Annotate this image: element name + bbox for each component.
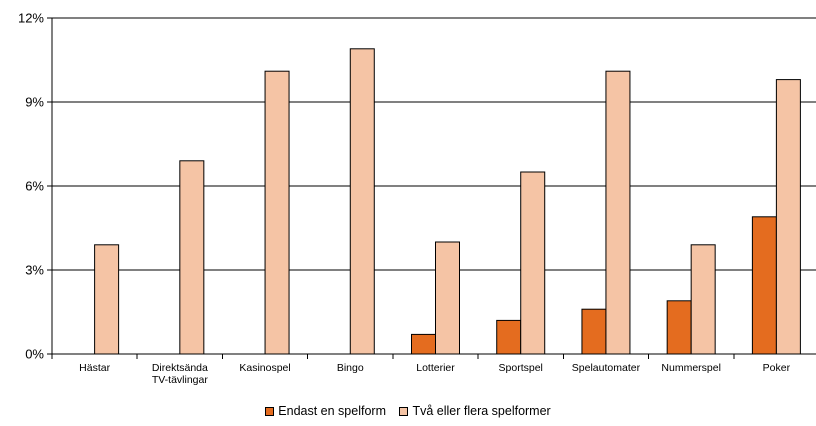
x-category-label: Bingo (337, 362, 364, 374)
x-category-label: Nummerspel (661, 362, 721, 374)
bar-series-2 (775, 79, 801, 355)
bar-series-1 (411, 333, 436, 355)
y-tick-label: 3% (25, 263, 44, 278)
x-category-label: Sportspel (499, 362, 543, 374)
bar-series-2 (179, 160, 205, 355)
bar-series-1 (666, 300, 692, 355)
legend-swatch-series-2 (399, 406, 409, 416)
bar-series-2 (349, 48, 375, 355)
gridlines (52, 17, 816, 271)
bar-series-2 (690, 244, 716, 355)
y-tick-label: 9% (25, 95, 44, 110)
bar-series-2 (520, 171, 546, 355)
bar-series-1 (751, 216, 777, 355)
bar-series-2 (264, 70, 290, 355)
bar-series-1 (581, 308, 607, 355)
legend: Endast en spelform Två eller flera spelf… (0, 404, 816, 419)
legend-swatch-series-1 (265, 406, 275, 416)
legend-label-series-1: Endast en spelform (278, 404, 386, 418)
y-tick-label: 12% (18, 11, 44, 26)
bar-series-2 (605, 70, 631, 355)
x-category-label: Lotterier (416, 362, 455, 374)
x-category-label: Spelautomater (572, 362, 641, 374)
bar-series-2 (94, 244, 120, 355)
legend-item-series-2: Två eller flera spelformer (399, 404, 551, 418)
legend-label-series-2: Två eller flera spelformer (412, 404, 551, 418)
y-tick-label: 6% (25, 179, 44, 194)
y-tick-label: 0% (25, 347, 44, 362)
legend-item-series-1: Endast en spelform (265, 404, 386, 418)
x-category-label: TV-tävlingar (152, 374, 209, 386)
axes (47, 17, 816, 359)
x-category-label: Kasinospel (239, 362, 290, 374)
x-category-label: Hästar (79, 362, 110, 374)
x-category-label: Direktsända (152, 362, 208, 374)
bar-series-2 (435, 241, 460, 355)
y-tick-labels: 0% 3% 6% 9% 12% (18, 11, 44, 362)
x-category-label: Poker (763, 362, 791, 374)
bar-series-1 (496, 319, 522, 355)
bars (94, 48, 801, 355)
